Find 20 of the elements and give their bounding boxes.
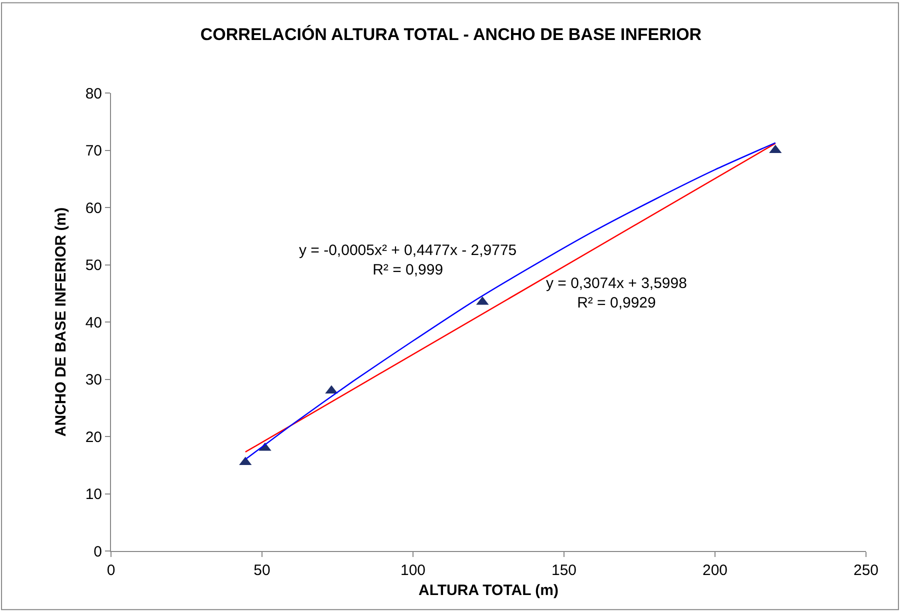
y-tick-label: 10 [85, 486, 102, 503]
x-tick-label: 100 [400, 562, 426, 579]
y-tick-label: 80 [85, 85, 102, 102]
y-tick-label: 60 [85, 200, 102, 217]
x-tick-label: 150 [551, 562, 577, 579]
y-axis-title: ANCHO DE BASE INFERIOR (m) [52, 207, 70, 437]
x-tick-label: 250 [853, 562, 879, 579]
x-tick-label: 50 [254, 562, 270, 579]
annotation: y = 0,3074x + 3,5998 R² = 0,9929 [546, 275, 687, 312]
chart-title: CORRELACIÓN ALTURA TOTAL - ANCHO DE BASE INFERIOR [200, 24, 702, 44]
annotation: y = -0,0005x² + 0,4477x - 2,9775 R² = 0,999 [299, 242, 517, 278]
y-tick-label: 70 [85, 142, 102, 160]
x-tick-label: 200 [702, 562, 728, 579]
x-tick-label: 0 [106, 562, 116, 579]
x-axis-title: ALTURA TOTAL (m) [418, 582, 558, 599]
y-tick-label: 40 [85, 314, 102, 332]
y-tick-label: 20 [85, 428, 102, 446]
y-tick-label: 30 [85, 372, 102, 388]
y-tick-label: 50 [85, 257, 102, 274]
y-tick-label: 0 [94, 543, 102, 560]
